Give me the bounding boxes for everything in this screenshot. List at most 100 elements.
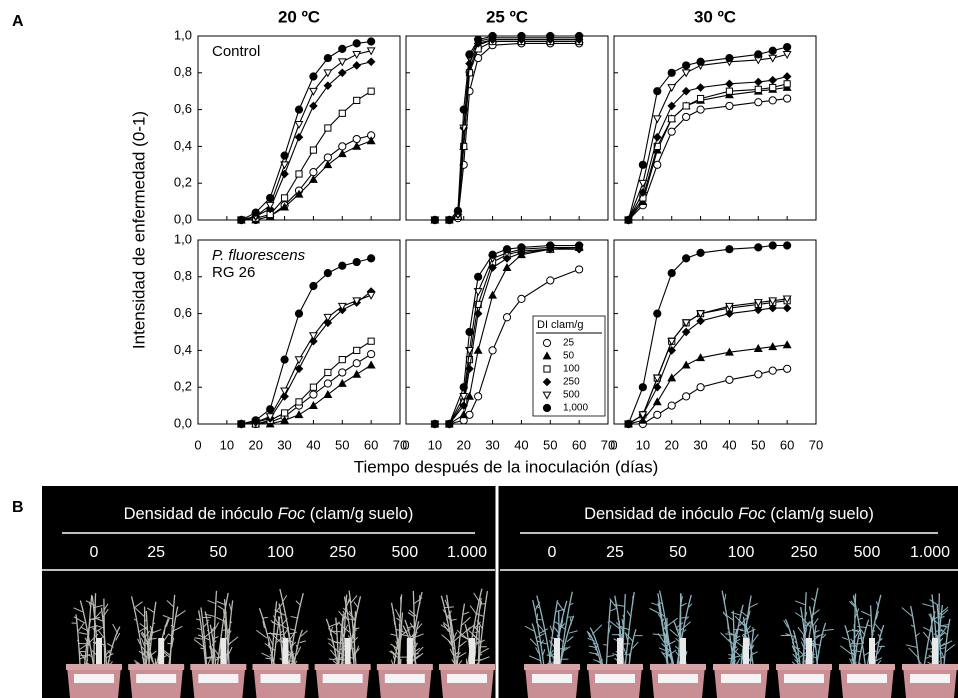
plant-leaf xyxy=(666,649,677,658)
plant-leaf xyxy=(727,631,738,637)
marker xyxy=(638,188,648,197)
marker xyxy=(754,98,763,107)
plant-leaf xyxy=(390,650,397,656)
marker xyxy=(542,403,552,413)
marker xyxy=(323,389,333,398)
marker xyxy=(338,44,347,53)
plant-leaf xyxy=(288,631,297,635)
plant-stem xyxy=(943,618,951,669)
plant-stem xyxy=(342,594,348,669)
fit-line xyxy=(241,50,372,221)
plant-leaf xyxy=(609,607,618,612)
plant-stem xyxy=(412,590,417,669)
plant-leaf xyxy=(524,625,534,632)
plant-leaf xyxy=(478,656,490,662)
plant-stem xyxy=(866,594,882,669)
marker xyxy=(295,398,303,406)
marker xyxy=(352,359,361,368)
plant-leaf xyxy=(335,621,340,627)
plant-stem xyxy=(223,599,230,669)
marker xyxy=(367,337,375,345)
plant-leaf xyxy=(390,633,397,636)
plant-leaf xyxy=(815,629,820,633)
marker xyxy=(725,53,734,63)
marker xyxy=(517,294,526,303)
marker xyxy=(542,377,552,387)
stake xyxy=(743,638,749,672)
plant-leaf xyxy=(133,601,143,609)
plant-leaf xyxy=(804,611,808,618)
marker xyxy=(638,160,647,169)
plant-leaf xyxy=(78,643,88,651)
plant-leaf xyxy=(680,595,683,606)
plant-leaf xyxy=(622,645,628,656)
marker xyxy=(473,345,483,354)
plant-leaf xyxy=(411,654,421,661)
fit-line xyxy=(627,244,788,425)
fit-line xyxy=(434,35,580,221)
plant-leaf xyxy=(720,632,731,643)
plant-leaf xyxy=(228,603,233,612)
marker xyxy=(294,356,304,365)
legend-label: 25 xyxy=(563,338,575,349)
legend-label: 500 xyxy=(563,390,580,401)
plant-stem xyxy=(398,612,404,669)
marker xyxy=(667,68,676,77)
marker xyxy=(338,109,346,117)
plant-stem xyxy=(937,593,940,669)
plant-leaf xyxy=(476,619,484,630)
marker xyxy=(367,87,375,95)
plant-stem xyxy=(559,591,573,669)
marker xyxy=(725,309,734,318)
marker xyxy=(237,215,246,225)
plant-leaf xyxy=(327,638,338,644)
dose-label: 50 xyxy=(209,544,227,561)
plant-leaf xyxy=(603,644,608,646)
marker xyxy=(280,355,289,364)
marker xyxy=(638,415,648,424)
plant-leaf xyxy=(84,637,90,646)
plant-leaf xyxy=(295,644,299,650)
plant-leaf xyxy=(624,653,632,656)
plant-leaf xyxy=(459,640,467,647)
marker xyxy=(783,364,792,373)
stake xyxy=(344,638,351,672)
marker xyxy=(753,343,763,352)
plant-leaf xyxy=(797,627,806,637)
plant-leaf xyxy=(549,639,553,646)
x-tick-label: 60 xyxy=(572,437,586,452)
x-tick-label: 0 xyxy=(610,437,617,452)
marker xyxy=(488,31,497,41)
plant-leaf xyxy=(589,652,600,656)
marker xyxy=(754,85,762,93)
marker xyxy=(338,356,346,364)
marker xyxy=(367,254,376,263)
marker xyxy=(652,374,662,383)
plant-leaf xyxy=(874,622,883,633)
plant-leaf xyxy=(666,617,678,627)
marker xyxy=(352,369,362,378)
marker xyxy=(682,392,691,401)
plant-leaf xyxy=(216,617,227,623)
plant-leaf xyxy=(133,618,137,621)
fit-line xyxy=(628,307,788,425)
marker xyxy=(542,391,552,400)
plant-leaf xyxy=(175,610,186,618)
plant-leaf xyxy=(205,655,215,659)
marker xyxy=(323,269,332,278)
plant-leaf xyxy=(469,605,478,616)
marker xyxy=(754,370,763,379)
x-tick-label: 20 xyxy=(664,437,678,452)
marker xyxy=(308,332,318,341)
plant-leaf xyxy=(295,600,302,606)
dose-label: 50 xyxy=(669,544,687,561)
marker xyxy=(725,245,734,254)
stake xyxy=(932,638,938,672)
plant-leaf xyxy=(411,634,416,643)
marker xyxy=(667,346,677,355)
plant-leaf xyxy=(353,629,357,633)
plant-leaf xyxy=(442,621,453,631)
plant-stem xyxy=(212,590,218,669)
plant-stem xyxy=(844,625,855,669)
plant-leaf xyxy=(204,657,215,659)
